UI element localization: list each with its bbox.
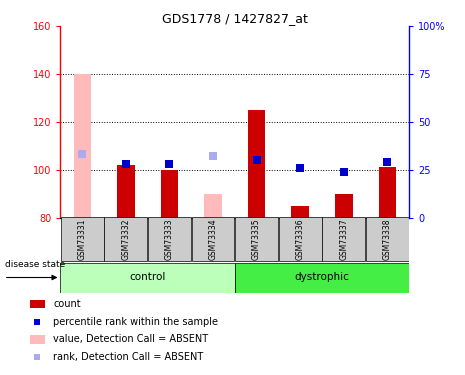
Bar: [235, 217, 278, 261]
Point: [297, 165, 304, 171]
Bar: [366, 217, 409, 261]
Bar: [248, 110, 266, 218]
Text: GSM73331: GSM73331: [78, 219, 87, 260]
Text: count: count: [53, 299, 81, 309]
Bar: [279, 217, 322, 261]
Point: [34, 318, 41, 324]
Text: GSM73335: GSM73335: [252, 218, 261, 260]
Point: [253, 157, 260, 163]
Bar: [335, 194, 352, 217]
Bar: [148, 217, 191, 261]
Bar: [117, 165, 134, 218]
Point: [340, 169, 347, 175]
Bar: [61, 217, 104, 261]
Text: control: control: [129, 273, 166, 282]
Title: GDS1778 / 1427827_at: GDS1778 / 1427827_at: [162, 12, 308, 25]
Bar: [73, 74, 91, 217]
Point: [122, 161, 130, 167]
Bar: [105, 217, 147, 261]
Bar: [161, 170, 178, 217]
Bar: [235, 262, 409, 292]
Text: percentile rank within the sample: percentile rank within the sample: [53, 316, 219, 327]
Text: GSM73336: GSM73336: [296, 218, 305, 260]
Text: dystrophic: dystrophic: [294, 273, 350, 282]
Point: [166, 161, 173, 167]
Bar: [30, 335, 46, 344]
Bar: [379, 167, 396, 217]
Bar: [30, 300, 46, 308]
Point: [209, 153, 217, 159]
Text: rank, Detection Call = ABSENT: rank, Detection Call = ABSENT: [53, 352, 204, 362]
Text: GSM73337: GSM73337: [339, 218, 348, 260]
Text: GSM73338: GSM73338: [383, 219, 392, 260]
Bar: [292, 206, 309, 218]
Bar: [60, 262, 235, 292]
Point: [34, 354, 41, 360]
Bar: [192, 217, 234, 261]
Text: GSM73334: GSM73334: [208, 218, 218, 260]
Text: value, Detection Call = ABSENT: value, Detection Call = ABSENT: [53, 334, 208, 344]
Bar: [204, 194, 222, 217]
Text: GSM73333: GSM73333: [165, 218, 174, 260]
Point: [384, 159, 391, 165]
Text: GSM73332: GSM73332: [121, 219, 130, 260]
Bar: [322, 217, 365, 261]
Text: disease state: disease state: [5, 260, 65, 269]
Point: [79, 152, 86, 157]
